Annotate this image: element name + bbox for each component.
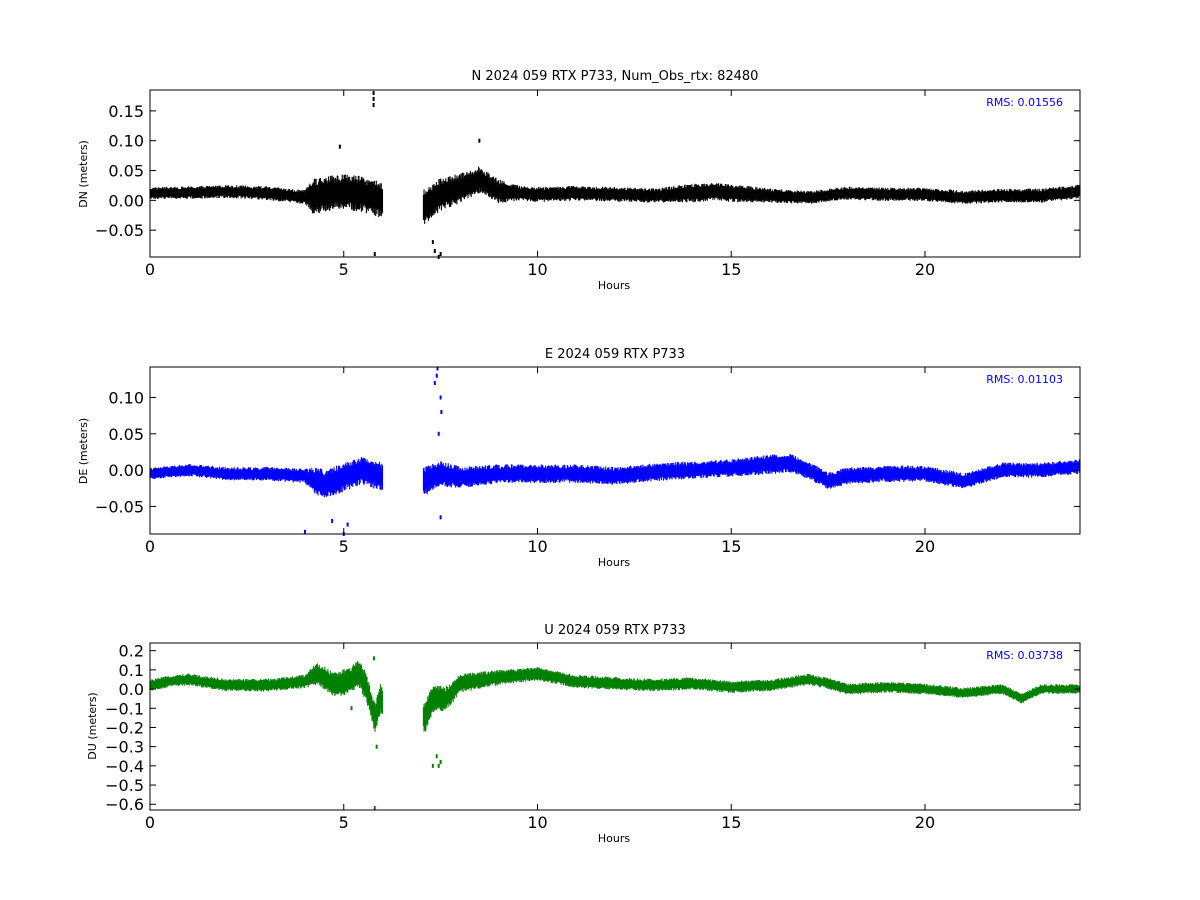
y-tick-label: −0.05: [95, 221, 144, 240]
outlier-point: [350, 706, 353, 711]
x-axis-label: Hours: [598, 279, 630, 292]
panel-north: N 2024 059 RTX P733, Num_Obs_rtx: 82480 …: [77, 69, 1081, 292]
panel-east: E 2024 059 RTX P733 −0.05 0.00 0.05 0.10 0 5…: [77, 347, 1081, 569]
outlier-point: [435, 373, 438, 378]
y-axis-label: DE (meters): [77, 418, 90, 484]
y-ticks: −0.6−0.5−0.4−0.3−0.2−0.10.00.10.2: [105, 642, 1080, 814]
outlier-point: [372, 102, 375, 107]
outlier-point: [433, 380, 436, 385]
y-tick-label: 0.0: [119, 680, 144, 699]
panel-up: U 2024 059 RTX P733 −0.6−0.5−0.4−0.3−0.2…: [86, 623, 1081, 845]
outlier-point: [436, 366, 439, 371]
x-axis-label: Hours: [598, 832, 630, 845]
outlier-point: [433, 249, 436, 254]
x-tick-label: 20: [915, 260, 935, 279]
y-tick-label: 0.00: [108, 461, 144, 480]
x-tick-label: 5: [339, 813, 349, 832]
x-tick-label: 20: [915, 813, 935, 832]
x-tick-label: 10: [527, 260, 547, 279]
y-tick-label: 0.10: [108, 388, 144, 407]
chart-title: U 2024 059 RTX P733: [544, 623, 686, 638]
x-tick-label: 15: [721, 537, 741, 556]
y-tick-label: 0.1: [119, 661, 144, 680]
outlier-point: [435, 754, 438, 759]
y-tick-label: 0.05: [108, 425, 144, 444]
y-tick-label: 0.15: [108, 102, 144, 121]
outlier-point: [440, 410, 443, 415]
data-points: [149, 366, 1081, 536]
y-axis-label: DN (meters): [77, 140, 90, 208]
outlier-point: [437, 763, 440, 768]
x-tick-label: 20: [915, 537, 935, 556]
y-tick-label: 0.05: [108, 162, 144, 181]
x-tick-label: 15: [721, 260, 741, 279]
y-tick-label: 0.10: [108, 132, 144, 151]
y-tick-label: −0.3: [105, 738, 144, 757]
x-tick-label: 5: [339, 537, 349, 556]
outlier-point: [375, 744, 378, 749]
outlier-point: [338, 144, 341, 149]
x-tick-label: 10: [527, 813, 547, 832]
outlier-point: [373, 806, 376, 811]
data-points: [149, 90, 1081, 259]
x-tick-label: 15: [721, 813, 741, 832]
outlier-point: [439, 760, 442, 765]
outlier-point: [331, 518, 334, 523]
outlier-point: [372, 656, 375, 661]
x-tick-label: 0: [145, 537, 155, 556]
y-tick-label: −0.1: [105, 699, 144, 718]
x-ticks: 0 5 10 15 20: [145, 643, 935, 832]
x-ticks: 0 5 10 15 20: [145, 90, 935, 279]
y-axis-label: DU (meters): [86, 692, 99, 759]
y-ticks: −0.05 0.00 0.05 0.10 0.15: [95, 102, 1080, 240]
outlier-point: [372, 96, 375, 101]
outlier-point: [437, 431, 440, 436]
y-tick-label: 0.00: [108, 191, 144, 210]
y-tick-label: −0.2: [105, 718, 144, 737]
y-tick-label: −0.6: [105, 795, 144, 814]
outlier-point: [439, 395, 442, 400]
chart-title: E 2024 059 RTX P733: [545, 347, 685, 362]
x-axis-label: Hours: [598, 556, 630, 569]
rms-annotation: RMS: 0.03738: [986, 649, 1063, 662]
outlier-point: [439, 252, 442, 257]
plot-area: [149, 89, 1081, 258]
x-tick-label: 5: [339, 260, 349, 279]
outlier-point: [439, 515, 442, 520]
x-tick-label: 0: [145, 813, 155, 832]
outlier-point: [478, 138, 481, 143]
chart-title: N 2024 059 RTX P733, Num_Obs_rtx: 82480: [472, 69, 759, 84]
y-tick-label: 0.2: [119, 642, 144, 661]
y-tick-label: −0.05: [95, 497, 144, 516]
y-tick-label: −0.5: [105, 776, 144, 795]
outlier-point: [431, 763, 434, 768]
outlier-point: [304, 529, 306, 534]
x-tick-label: 0: [145, 260, 155, 279]
plot-area: [149, 642, 1081, 811]
plot-area: [149, 366, 1081, 535]
y-ticks: −0.05 0.00 0.05 0.10: [95, 388, 1080, 516]
x-ticks: 0 5 10 15 20: [145, 367, 935, 556]
outlier-point: [431, 240, 434, 245]
y-tick-label: −0.4: [105, 757, 144, 776]
x-tick-label: 10: [527, 537, 547, 556]
data-points: [149, 656, 1081, 811]
outlier-point: [346, 522, 349, 527]
rms-annotation: RMS: 0.01556: [986, 96, 1063, 109]
outlier-point: [372, 90, 375, 95]
outlier-point: [373, 252, 376, 257]
rms-annotation: RMS: 0.01103: [986, 373, 1063, 386]
